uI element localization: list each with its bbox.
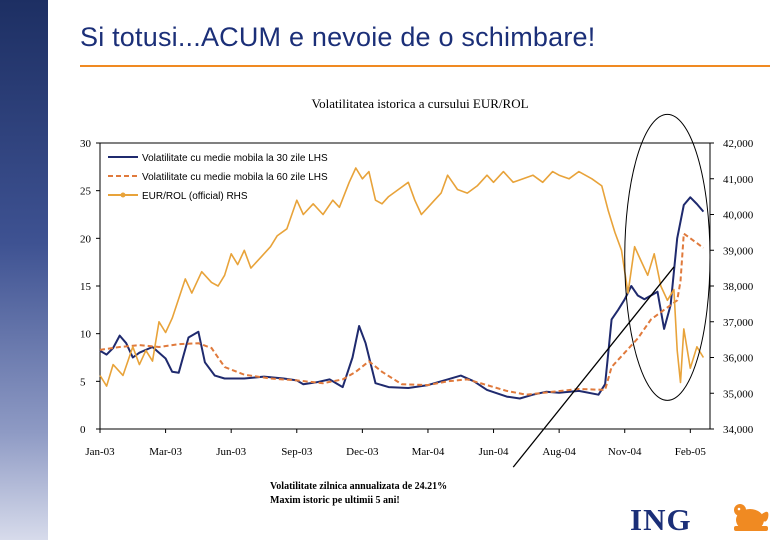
logo-wordmark: ING xyxy=(630,502,692,537)
left-tick-label: 25 xyxy=(80,186,92,198)
lion-icon xyxy=(734,504,769,531)
highlight-ellipse xyxy=(624,113,711,401)
note-line-2: Maxim istoric pe ultimii 5 ani! xyxy=(270,495,400,506)
slide-title: Si totusi...ACUM e nevoie de o schimbare… xyxy=(80,22,596,52)
legend-marker xyxy=(120,192,126,198)
legend-label-2: EUR/ROL (official) RHS xyxy=(142,191,248,202)
right-tick-label: 40,000 xyxy=(723,210,754,222)
right-tick-label: 35,000 xyxy=(723,388,754,400)
chart-title: Volatilitatea istorica a cursului EUR/RO… xyxy=(311,96,529,111)
left-tick-label: 10 xyxy=(80,329,92,341)
legend-label-0: Volatilitate cu medie mobila la 30 zile … xyxy=(142,153,328,164)
chart-legend: Volatilitate cu medie mobila la 30 zile … xyxy=(108,153,328,202)
left-tick-label: 15 xyxy=(80,281,92,293)
right-tick-label: 36,000 xyxy=(723,353,754,365)
right-tick-label: 34,000 xyxy=(723,424,754,436)
note-line-1: Volatilitate zilnica annualizata de 24.2… xyxy=(270,481,448,492)
right-tick-label: 38,000 xyxy=(723,281,754,293)
x-tick-label: Mar-04 xyxy=(412,446,445,458)
left-tick-label: 20 xyxy=(80,233,92,245)
series-line-0 xyxy=(99,196,705,400)
right-tick-label: 37,000 xyxy=(723,317,754,329)
series-line-1 xyxy=(99,232,704,396)
legend-label-1: Volatilitate cu medie mobila la 60 zile … xyxy=(142,172,328,183)
right-tick-label: 41,000 xyxy=(723,174,754,186)
series-layer xyxy=(99,167,705,400)
volatility-note: Volatilitate zilnica annualizata de 24.2… xyxy=(270,480,447,508)
plot-frame xyxy=(99,142,711,430)
right-tick-label: 39,000 xyxy=(723,245,754,257)
left-tick-label: 30 xyxy=(80,138,92,150)
x-tick-label: Mar-03 xyxy=(149,446,182,458)
title-underline xyxy=(80,65,770,67)
x-tick-label: Aug-04 xyxy=(542,446,576,458)
right-tick-label: 42,000 xyxy=(723,138,754,150)
chart-annotations xyxy=(512,113,711,468)
left-tick-label: 5 xyxy=(80,376,86,388)
x-tick-label: Jan-03 xyxy=(85,446,115,458)
ing-logo: ING xyxy=(622,500,772,540)
series-line-2 xyxy=(99,167,705,387)
x-tick-label: Jun-04 xyxy=(479,446,509,458)
left-sidebar-band xyxy=(0,0,48,540)
x-tick-label: Feb-05 xyxy=(675,446,707,458)
x-tick-label: Nov-04 xyxy=(608,446,642,458)
chart-axes: 0 5 10 15 20 25 30 34,000 35,000 36,000 37,000 38,0… xyxy=(80,138,754,458)
x-tick-label: Jun-03 xyxy=(216,446,246,458)
pointer-arrow xyxy=(512,266,675,468)
left-tick-label: 0 xyxy=(80,424,86,436)
x-tick-label: Dec-03 xyxy=(346,446,379,458)
x-tick-label: Sep-03 xyxy=(281,446,313,458)
